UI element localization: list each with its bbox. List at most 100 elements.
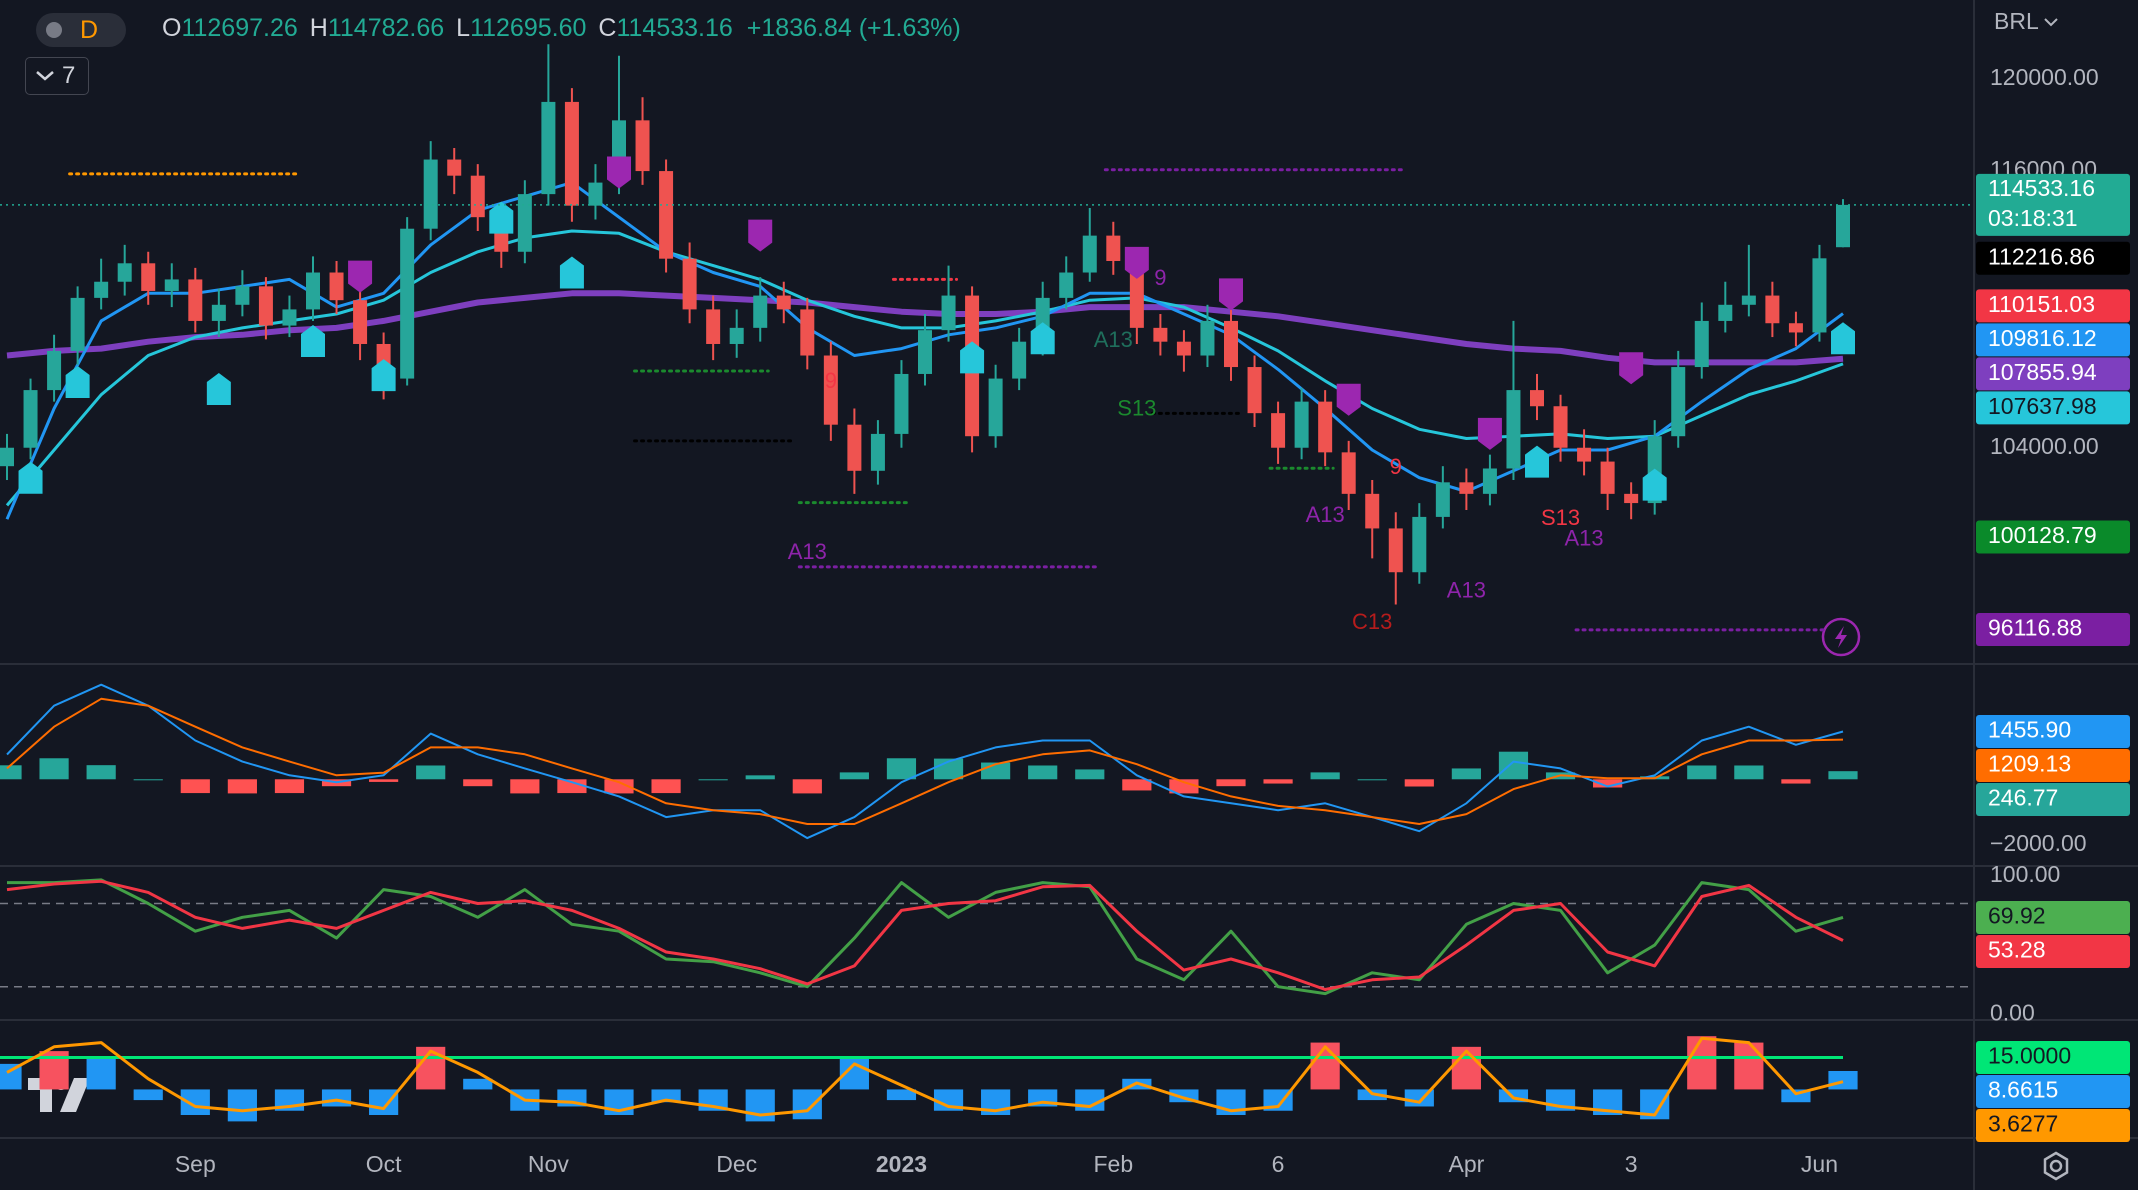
histogram-bar [1263, 1089, 1293, 1111]
histogram-bar [651, 1089, 681, 1103]
candle-body [423, 159, 438, 229]
histogram-bar [1781, 779, 1811, 784]
tag-value: 96116.88 [1988, 615, 2082, 641]
x-tick-label: Feb [1093, 1151, 1133, 1177]
histogram-bar [1028, 765, 1058, 780]
candle-body [235, 286, 250, 305]
annotation: 9 [1390, 454, 1402, 479]
symbol-interval[interactable]: D [36, 13, 126, 47]
tag-box [1976, 714, 2130, 748]
candle-body [1318, 401, 1333, 453]
y-tick-label: −2000.00 [1990, 830, 2087, 856]
annotation: S13 [1117, 395, 1156, 420]
candle-body [1082, 235, 1097, 273]
histogram-bar [1593, 779, 1623, 788]
candle-body [1365, 493, 1380, 529]
ohlc-letter: H [309, 14, 328, 42]
candle-body [988, 378, 1003, 437]
histogram-bar [886, 1089, 917, 1101]
candle-body [23, 390, 38, 448]
candle-body [211, 304, 226, 321]
candle-body [1153, 327, 1168, 342]
signal-flag [348, 260, 373, 293]
tag-value: 100128.79 [1988, 522, 2097, 548]
histogram-bar [1451, 768, 1481, 780]
candle-body [870, 433, 885, 471]
candle-body [1341, 452, 1356, 494]
ohlc-value: 112697.26 [181, 14, 298, 42]
tag-box [1976, 1074, 2130, 1108]
histogram-bar [227, 1089, 257, 1122]
price-tag: 1455.90 [1976, 714, 2130, 748]
candle-body [1106, 235, 1121, 261]
logo-part [60, 1078, 90, 1112]
replay-icon[interactable] [1821, 617, 1861, 657]
signal-flag [607, 156, 631, 189]
x-tick-label: Apr [1448, 1151, 1484, 1177]
x-tick-label: 3 [1625, 1151, 1638, 1177]
candle-body [1294, 401, 1309, 448]
histogram-bar [1357, 779, 1387, 781]
ohlc-value: 112695.60 [470, 14, 587, 42]
tag-box [1976, 289, 2130, 323]
candle-body [588, 182, 603, 206]
tag-box [1976, 357, 2130, 391]
price-tag: 107855.94 [1976, 357, 2130, 391]
signal-flag [1831, 322, 1855, 355]
tag-value: 246.77 [1988, 785, 2058, 811]
histogram-bar [0, 1063, 22, 1090]
settings-icon[interactable] [2043, 1151, 2069, 1181]
histogram-bar [1310, 1042, 1340, 1090]
interval: D [80, 15, 99, 44]
candle-body [94, 281, 109, 298]
candle-body [1765, 295, 1780, 324]
candle-body [1176, 341, 1191, 356]
y-tick-label: 120000.00 [1990, 64, 2099, 90]
tag-box [1976, 934, 2130, 968]
gear-center [2049, 1159, 2063, 1173]
price-tag: 109816.12 [1976, 323, 2130, 357]
indicator-toggle[interactable]: 7 [25, 57, 89, 95]
indicator-line [6, 683, 1844, 840]
candle-body [1129, 260, 1144, 328]
currency: BRL [1994, 8, 2039, 34]
candle-body [753, 295, 768, 328]
y-tick-label: 100.00 [1990, 861, 2060, 887]
candle-body [258, 286, 273, 326]
candle-body [1671, 367, 1686, 437]
candle-body [188, 279, 203, 321]
candle-body [141, 263, 156, 291]
histogram-bar [1451, 1046, 1481, 1090]
histogram-bar [1216, 779, 1246, 787]
histogram-bar [0, 765, 22, 780]
candle-body [1412, 516, 1427, 573]
candle-body [1271, 413, 1286, 448]
ohlc-letter: L [456, 14, 471, 42]
tag-box [1976, 323, 2130, 357]
histogram-bar [1310, 772, 1340, 780]
tag-value: 107637.98 [1988, 393, 2097, 419]
signal-flag [65, 366, 90, 399]
candle-body [706, 309, 721, 344]
signal-flag [559, 256, 584, 289]
candle-body [470, 175, 485, 218]
candle-body [1718, 304, 1733, 321]
candle-body [1459, 482, 1474, 494]
annotation: A13 [1447, 577, 1486, 602]
price-tag: 15.0000 [1976, 1040, 2130, 1074]
candle-body [70, 297, 85, 351]
currency-menu[interactable]: BRL [1994, 8, 2059, 35]
histogram-bar [463, 1078, 493, 1090]
histogram-bar [1404, 779, 1434, 787]
candle-body [1577, 447, 1592, 462]
annotation: 9 [825, 368, 837, 393]
tag-value: 107855.94 [1988, 359, 2097, 385]
candle-body [1600, 461, 1615, 494]
tag-box [1976, 1108, 2130, 1142]
signal-flag [1477, 417, 1502, 450]
histogram-bar [133, 1089, 163, 1101]
signal-flag [1525, 445, 1549, 478]
